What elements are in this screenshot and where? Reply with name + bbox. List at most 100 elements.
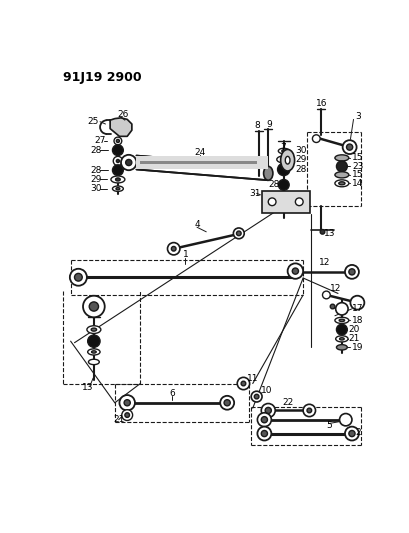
Circle shape	[350, 296, 364, 310]
Text: 28: 28	[90, 146, 101, 155]
Circle shape	[257, 426, 271, 440]
Circle shape	[267, 198, 275, 206]
Circle shape	[277, 163, 289, 175]
Text: 23: 23	[351, 162, 362, 171]
Bar	[261, 191, 309, 213]
Text: 14: 14	[351, 179, 362, 188]
Text: 21: 21	[113, 415, 124, 424]
Ellipse shape	[336, 345, 346, 350]
Circle shape	[167, 243, 180, 255]
Circle shape	[322, 291, 329, 299]
Text: 24: 24	[194, 148, 205, 157]
Text: 15: 15	[351, 171, 362, 179]
Circle shape	[336, 324, 346, 335]
Bar	[136, 156, 267, 169]
Text: 31: 31	[248, 189, 260, 198]
Text: 21: 21	[347, 334, 359, 343]
Text: 18: 18	[351, 316, 362, 325]
Circle shape	[329, 304, 334, 309]
Circle shape	[74, 273, 82, 281]
Ellipse shape	[338, 182, 344, 185]
Circle shape	[233, 228, 244, 239]
Ellipse shape	[338, 319, 344, 321]
Text: 1: 1	[182, 251, 188, 260]
Ellipse shape	[334, 172, 348, 178]
Ellipse shape	[281, 158, 285, 161]
Circle shape	[220, 396, 234, 410]
Text: 8: 8	[254, 121, 259, 130]
Text: 12: 12	[329, 284, 341, 293]
Circle shape	[278, 180, 288, 190]
Circle shape	[257, 413, 271, 426]
Text: 12: 12	[318, 258, 329, 267]
Circle shape	[116, 140, 119, 142]
Text: 9: 9	[266, 119, 272, 128]
Ellipse shape	[281, 150, 285, 152]
Text: 25: 25	[88, 117, 99, 126]
Polygon shape	[110, 118, 132, 136]
Circle shape	[113, 156, 122, 166]
Text: 91J19 2900: 91J19 2900	[63, 70, 141, 84]
Circle shape	[294, 198, 302, 206]
Ellipse shape	[334, 180, 348, 187]
Text: 10: 10	[260, 386, 271, 395]
Ellipse shape	[276, 156, 290, 163]
Circle shape	[261, 431, 267, 437]
Text: 15: 15	[351, 154, 362, 163]
Ellipse shape	[335, 336, 347, 342]
Text: 4: 4	[194, 220, 200, 229]
Circle shape	[70, 269, 87, 286]
Text: 6: 6	[169, 389, 175, 398]
Circle shape	[251, 391, 261, 402]
Circle shape	[342, 140, 356, 154]
Circle shape	[125, 159, 132, 166]
Ellipse shape	[116, 188, 119, 190]
Circle shape	[171, 246, 175, 251]
Ellipse shape	[278, 148, 288, 154]
Text: 29: 29	[90, 175, 101, 184]
Ellipse shape	[115, 178, 120, 181]
Text: 20: 20	[347, 325, 359, 334]
Ellipse shape	[88, 359, 99, 365]
Circle shape	[306, 408, 311, 413]
Text: 2: 2	[355, 427, 361, 437]
Circle shape	[335, 303, 347, 315]
Text: 19: 19	[351, 343, 362, 352]
Ellipse shape	[91, 351, 96, 353]
Circle shape	[292, 268, 298, 274]
Circle shape	[336, 161, 346, 172]
Ellipse shape	[88, 349, 100, 355]
Circle shape	[254, 394, 258, 399]
Text: 13: 13	[82, 383, 94, 392]
Text: 26: 26	[117, 109, 128, 118]
Circle shape	[116, 159, 119, 163]
Text: 27: 27	[94, 136, 105, 146]
Ellipse shape	[334, 317, 348, 324]
Circle shape	[88, 335, 100, 348]
Bar	[140, 161, 256, 164]
Circle shape	[112, 145, 123, 156]
Circle shape	[121, 410, 132, 421]
Text: 17: 17	[351, 304, 362, 313]
Ellipse shape	[280, 149, 294, 171]
Circle shape	[119, 395, 135, 410]
Ellipse shape	[87, 326, 101, 334]
Circle shape	[339, 414, 351, 426]
Circle shape	[237, 377, 249, 390]
Ellipse shape	[111, 176, 125, 183]
Text: 11: 11	[247, 374, 258, 383]
Text: 30: 30	[90, 184, 101, 193]
Ellipse shape	[285, 156, 289, 164]
Ellipse shape	[91, 328, 97, 331]
Text: 3: 3	[354, 112, 360, 121]
Ellipse shape	[339, 338, 344, 340]
Ellipse shape	[263, 166, 272, 180]
Text: 22: 22	[281, 398, 293, 407]
Circle shape	[261, 403, 274, 417]
Text: 28: 28	[90, 166, 101, 175]
Text: 28: 28	[267, 180, 279, 189]
Text: 29: 29	[294, 155, 306, 164]
Circle shape	[344, 265, 358, 279]
Circle shape	[348, 269, 354, 275]
Circle shape	[261, 417, 267, 423]
